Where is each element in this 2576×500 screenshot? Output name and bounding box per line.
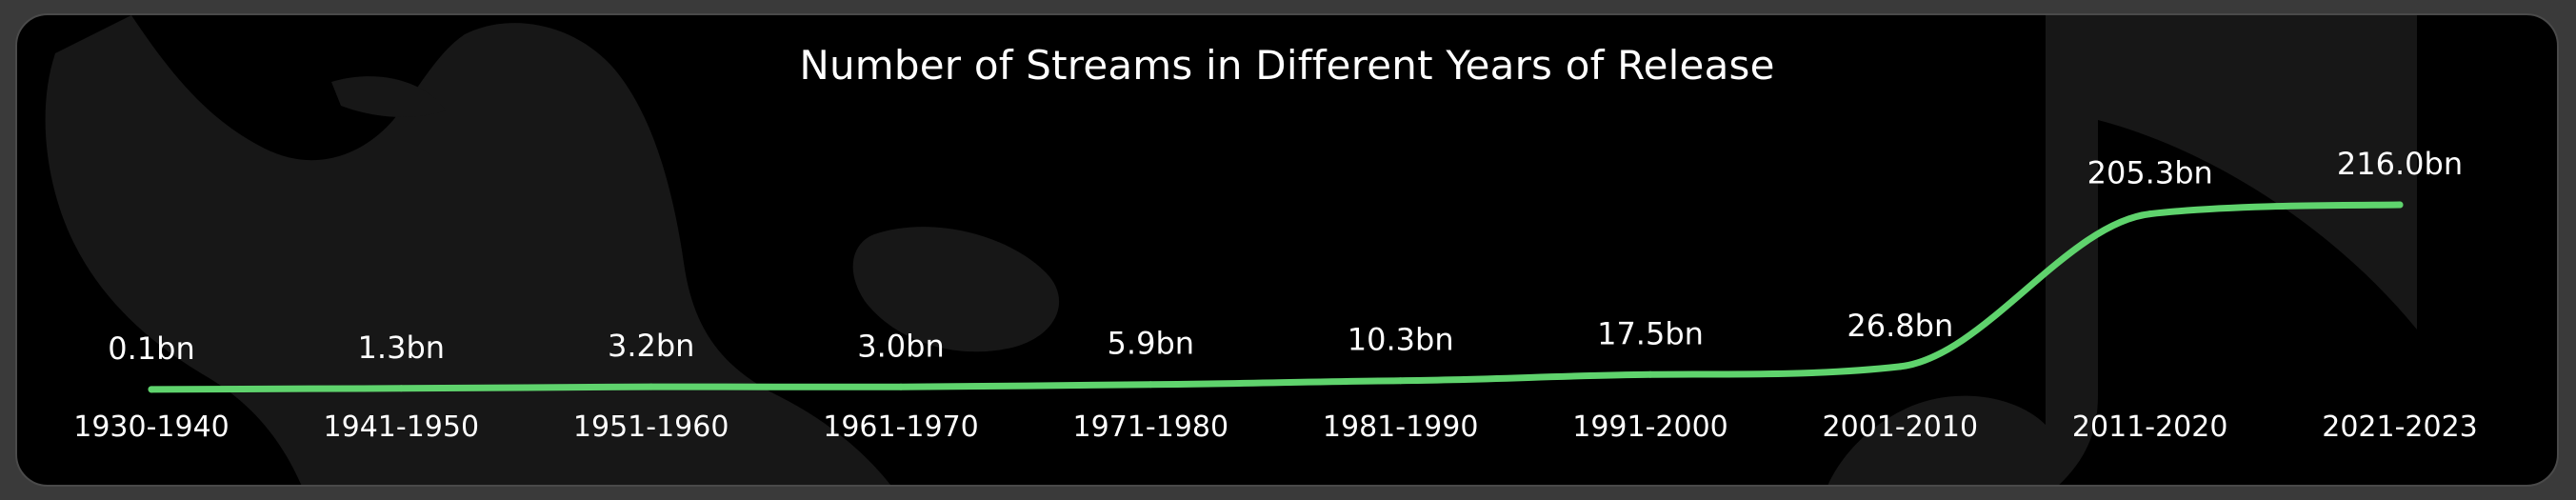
series-line xyxy=(148,201,2404,393)
x-tick-label: 2021-2023 xyxy=(2322,410,2478,444)
chart-card: Number of Streams in Different Years of … xyxy=(15,13,2559,487)
x-tick-label: 1961-1970 xyxy=(823,410,979,444)
data-point xyxy=(2396,201,2404,209)
x-tick-label: 2001-2010 xyxy=(1823,410,1979,444)
data-point xyxy=(1647,370,1654,378)
data-point xyxy=(148,386,155,393)
x-tick-label: 1930-1940 xyxy=(73,410,230,444)
data-label: 26.8bn xyxy=(1847,308,1953,344)
data-label: 1.3bn xyxy=(358,330,445,366)
x-tick-label: 1971-1980 xyxy=(1073,410,1229,444)
data-point xyxy=(1896,363,1904,370)
x-tick-label: 2011-2020 xyxy=(2072,410,2228,444)
data-point xyxy=(897,383,905,390)
data-label: 205.3bn xyxy=(2087,155,2213,191)
data-label: 0.1bn xyxy=(108,330,194,367)
x-tick-label: 1981-1990 xyxy=(1323,410,1479,444)
x-tick-label: 1941-1950 xyxy=(324,410,480,444)
data-label: 5.9bn xyxy=(1108,326,1194,362)
data-point xyxy=(397,385,405,392)
background-silhouette xyxy=(45,15,2417,485)
data-point xyxy=(1397,377,1405,385)
data-point xyxy=(1147,381,1154,389)
data-label: 3.0bn xyxy=(857,328,944,364)
data-label: 216.0bn xyxy=(2337,146,2463,182)
x-tick-label: 1991-2000 xyxy=(1572,410,1728,444)
data-point xyxy=(2147,210,2154,218)
chart-title: Number of Streams in Different Years of … xyxy=(799,42,1775,89)
data-point xyxy=(648,383,655,390)
data-label: 10.3bn xyxy=(1348,322,1454,358)
data-label: 17.5bn xyxy=(1597,315,1704,351)
data-label: 3.2bn xyxy=(608,328,694,364)
x-tick-label: 1951-1960 xyxy=(573,410,729,444)
line-chart: 0.1bn 1930-1940 1.3bn 1941-1950 3.2bn 1951-19… xyxy=(73,146,2478,444)
